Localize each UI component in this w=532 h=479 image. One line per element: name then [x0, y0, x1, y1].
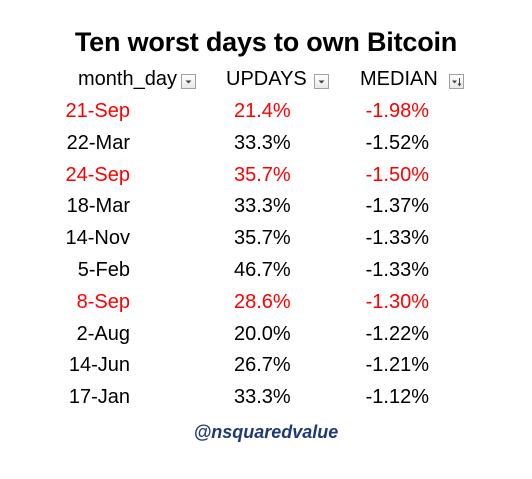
- cell-median: -1.22%: [365, 322, 429, 345]
- header-updays: UPDAYS: [226, 68, 307, 90]
- cell-updays: 33.3%: [234, 195, 291, 218]
- cell-median: -1.33%: [365, 227, 429, 250]
- table-row: 14-Jun 26.7% -1.21%: [0, 349, 532, 381]
- cell-median: -1.98%: [365, 100, 429, 122]
- cell-month-day: 24-Sep: [65, 163, 131, 186]
- cell-month-day: 14-Nov: [65, 227, 130, 250]
- median-filter-button[interactable]: [449, 74, 464, 89]
- table-row: 2-Aug 20.0% -1.22%: [0, 318, 532, 350]
- header-month-day: month_day: [78, 68, 177, 90]
- cell-updays: 28.6%: [234, 290, 291, 313]
- table-title: Ten worst days to own Bitcoin: [74, 27, 458, 57]
- table-row: 17-Jan 33.3% -1.12%: [0, 381, 532, 413]
- cell-median: -1.12%: [365, 386, 429, 409]
- cell-month-day: 18-Mar: [66, 195, 130, 218]
- cell-median: -1.50%: [365, 163, 429, 186]
- cell-updays: 20.0%: [234, 322, 291, 345]
- table-row: 22-Mar 33.3% -1.52%: [0, 127, 532, 159]
- cell-month-day: 2-Aug: [76, 322, 130, 345]
- cell-updays: 33.3%: [234, 131, 291, 154]
- filter-dropdown-icon: [185, 80, 192, 84]
- cell-updays: 35.7%: [234, 227, 291, 250]
- cell-updays: 46.7%: [234, 259, 291, 281]
- month-day-filter-button[interactable]: [181, 74, 196, 89]
- table-row: 5-Feb 46.7% -1.33%: [0, 254, 532, 286]
- cell-median: -1.37%: [365, 195, 429, 218]
- sort-descending-filter-icon: [452, 78, 462, 87]
- cell-month-day: 21-Sep: [65, 100, 131, 122]
- updays-filter-button[interactable]: [314, 74, 329, 89]
- cell-month-day: 17-Jan: [68, 386, 130, 409]
- cell-month-day: 5-Feb: [77, 259, 130, 281]
- cell-updays: 33.3%: [234, 386, 291, 409]
- cell-month-day: 14-Jun: [68, 354, 130, 377]
- filter-dropdown-icon: [318, 80, 325, 84]
- cell-median: -1.21%: [365, 354, 429, 377]
- cell-updays: 35.7%: [234, 163, 291, 186]
- table-row: 14-Nov 35.7% -1.33%: [0, 222, 532, 254]
- table-row: 8-Sep 28.6% -1.30%: [0, 286, 532, 318]
- cell-month-day: 22-Mar: [66, 131, 130, 154]
- cell-updays: 26.7%: [234, 354, 291, 377]
- cell-median: -1.30%: [365, 290, 429, 313]
- cell-median: -1.52%: [365, 131, 429, 154]
- author-handle: @nsquaredvalue: [193, 422, 339, 442]
- cell-month-day: 8-Sep: [76, 290, 130, 313]
- table-row: 18-Mar 33.3% -1.37%: [0, 190, 532, 222]
- table-row: 24-Sep 35.7% -1.50%: [0, 159, 532, 191]
- table-header: month_day UPDAYS MEDIAN: [0, 66, 532, 92]
- cell-median: -1.33%: [365, 259, 429, 281]
- cell-updays: 21.4%: [234, 100, 291, 122]
- header-median: MEDIAN: [360, 68, 438, 90]
- table-row: 21-Sep 21.4% -1.98%: [0, 95, 532, 127]
